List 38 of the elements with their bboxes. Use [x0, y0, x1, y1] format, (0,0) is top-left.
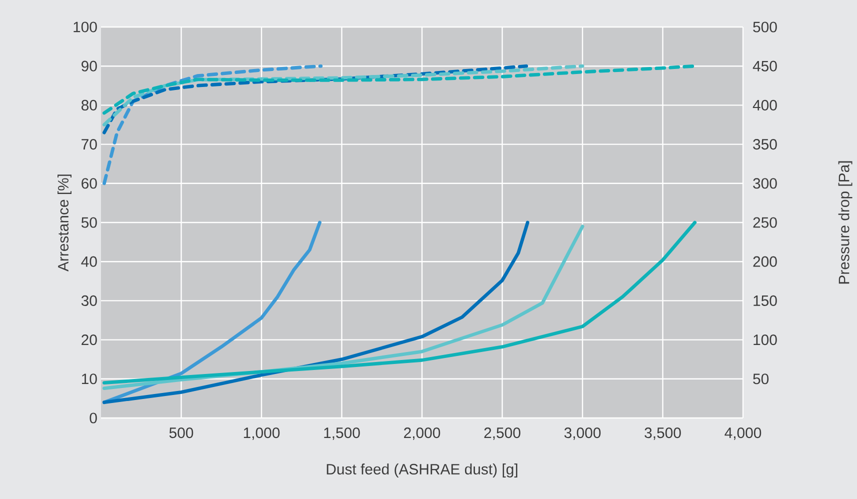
x-axis-title: Dust feed (ASHRAE dust) [g]	[326, 464, 518, 478]
y2-tick-label: 250	[753, 217, 777, 228]
y-tick-label: 20	[82, 334, 97, 346]
line-series	[102, 220, 697, 385]
y-tick-label: 60	[82, 178, 97, 189]
y2-tick-label: 50	[753, 374, 769, 384]
y-axis-title: Arrestance [%]	[58, 174, 72, 272]
y2-axis-title: Pressure drop [Pa]	[838, 161, 852, 284]
y-tick-label: 100	[74, 22, 97, 32]
line-series	[102, 220, 530, 404]
y2-tick-label: 300	[753, 178, 777, 189]
x-tick-label: 2,500	[484, 428, 520, 440]
line-series	[102, 64, 584, 126]
y-tick-label: 10	[82, 374, 97, 384]
y2-tick-label: 350	[753, 139, 777, 150]
x-tick-label: 1,500	[324, 428, 360, 440]
line-series	[102, 64, 697, 115]
y2-tick-label: 200	[753, 256, 777, 267]
x-tick-label: 2,000	[404, 428, 440, 440]
y-tick-label: 70	[82, 139, 97, 150]
y2-tick-label: 500	[753, 22, 777, 32]
y-tick-label: 50	[81, 217, 97, 228]
line-series	[102, 64, 528, 134]
x-tick-label: 4,000	[724, 428, 762, 440]
y-tick-label: 80	[82, 100, 97, 110]
y-tick-label: 0	[90, 412, 97, 424]
y-tick-label: 90	[82, 60, 97, 72]
y-tick-label: 40	[81, 256, 97, 267]
y2-tick-label: 100	[754, 334, 777, 346]
x-tick-label: 3,000	[564, 428, 601, 440]
y2-tick-label: 400	[752, 100, 777, 110]
x-tick-label: 3,500	[644, 428, 681, 440]
line-series	[102, 64, 323, 186]
x-tick-label: 500	[169, 428, 194, 438]
y-tick-label: 30	[81, 295, 97, 306]
y2-tick-label: 150	[754, 295, 777, 306]
y2-tick-label: 450	[752, 60, 777, 72]
x-tick-label: 1,000	[244, 428, 280, 440]
